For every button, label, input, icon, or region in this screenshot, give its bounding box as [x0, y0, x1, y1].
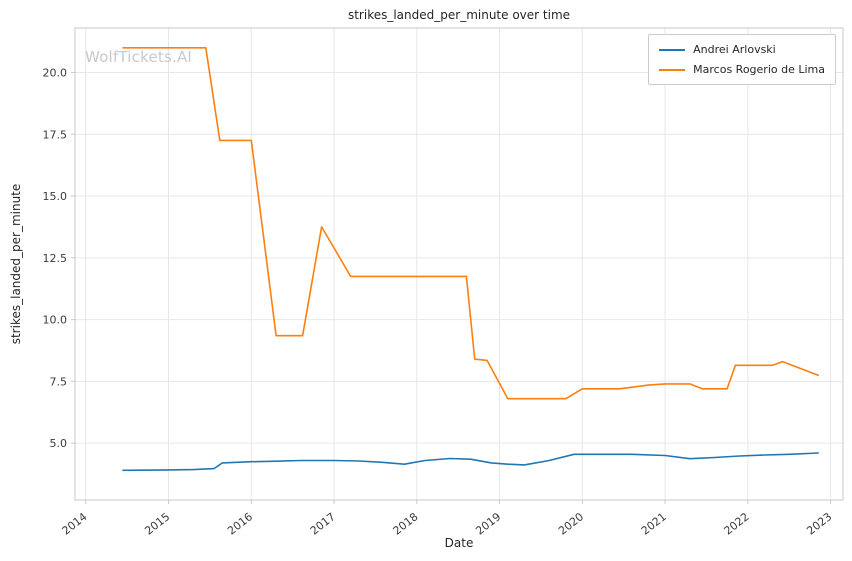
legend: Andrei Arlovski Marcos Rogerio de Lima — [648, 34, 836, 85]
x-tick-label: 2017 — [308, 510, 338, 537]
x-tick-label: 2021 — [639, 510, 669, 537]
x-axis-label: Date — [444, 536, 474, 550]
y-axis-label: strikes_landed_per_minute — [9, 183, 23, 345]
y-tick-label: 17.5 — [43, 128, 68, 141]
legend-line-swatch-orange — [659, 68, 686, 71]
x-tick-label: 2022 — [722, 510, 752, 537]
x-tick-label: 2023 — [804, 510, 834, 537]
plot-frame — [74, 27, 844, 501]
x-tick-label: 2015 — [142, 510, 172, 537]
series-line-marcos-rogerio-de-lima — [122, 46, 820, 400]
y-tick-label: 5.0 — [50, 437, 68, 450]
chart-title: strikes_landed_per_minute over time — [347, 8, 571, 22]
x-tick-label: 2014 — [60, 510, 90, 537]
watermark: WolfTickets.AI — [85, 48, 193, 66]
y-tick-label: 15.0 — [43, 190, 68, 203]
x-tick-label: 2019 — [473, 510, 503, 537]
series-line-andrei-arlovski — [122, 452, 820, 472]
y-tick-label: 12.5 — [43, 252, 68, 265]
y-tick-label: 7.5 — [50, 375, 68, 388]
legend-line-swatch-blue — [659, 48, 686, 51]
x-tick-label: 2016 — [225, 510, 255, 537]
legend-label: Marcos Rogerio de Lima — [693, 63, 825, 76]
y-tick-label: 10.0 — [43, 314, 68, 327]
legend-label: Andrei Arlovski — [693, 43, 776, 56]
x-tick-label: 2018 — [391, 510, 421, 537]
legend-item-andrei-arlovski: Andrei Arlovski — [659, 43, 825, 56]
x-tick-label: 2020 — [556, 510, 586, 537]
legend-item-marcos-rogerio-de-lima: Marcos Rogerio de Lima — [659, 63, 825, 76]
y-tick-label: 20.0 — [43, 66, 68, 79]
